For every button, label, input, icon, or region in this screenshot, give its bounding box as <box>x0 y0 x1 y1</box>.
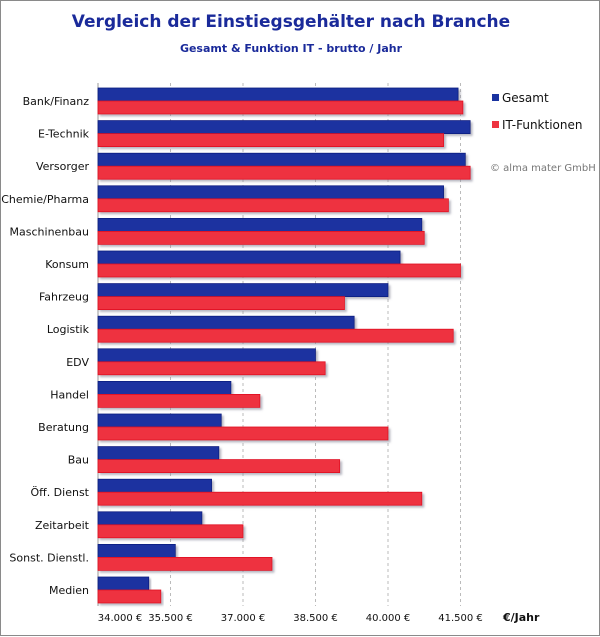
bar-gesamt <box>97 185 444 200</box>
category-label: Versorger <box>36 160 90 173</box>
copyright-note: © alma mater GmbH <box>490 163 596 174</box>
bar-gesamt <box>97 120 471 134</box>
x-tick-label: 34.000 € <box>98 613 143 624</box>
chart-title: Vergleich der Einstiegsgehälter nach Bra… <box>71 12 511 32</box>
legend: Gesamt IT-Funktionen <box>492 91 582 132</box>
category-label: Handel <box>50 388 89 401</box>
legend-label-gesamt: Gesamt <box>502 91 549 105</box>
category-label: Chemie/Pharma <box>1 193 89 206</box>
category-label: Logistik <box>47 323 90 336</box>
category-label: Beratung <box>38 421 89 434</box>
bar-gesamt <box>97 348 316 363</box>
bar-gesamt <box>97 315 355 330</box>
bar-gesamt <box>97 87 459 102</box>
bar-it-funktionen <box>97 198 449 213</box>
bar-gesamt <box>97 413 222 428</box>
x-axis-label: €/Jahr <box>502 611 540 624</box>
bar-it-funktionen <box>97 524 244 539</box>
category-label: Konsum <box>45 258 89 271</box>
bar-it-funktionen <box>97 393 261 408</box>
legend-label-it: IT-Funktionen <box>502 118 582 132</box>
x-tick-label: 38.500 € <box>293 613 338 624</box>
bar-gesamt <box>97 380 232 395</box>
bar-it-funktionen <box>97 589 162 604</box>
bar-it-funktionen <box>97 426 389 441</box>
bar-it-funktionen <box>97 491 423 506</box>
bar-gesamt <box>97 250 401 265</box>
chart-subtitle: Gesamt & Funktion IT - brutto / Jahr <box>179 42 403 55</box>
bar-gesamt <box>97 152 466 167</box>
bar-it-funktionen <box>97 230 425 245</box>
category-label: Maschinenbau <box>10 225 89 238</box>
bar-gesamt <box>97 478 212 493</box>
category-label: EDV <box>66 356 89 369</box>
bar-it-funktionen <box>97 557 273 571</box>
x-tick-label: 37.000 € <box>221 613 266 624</box>
bar-it-funktionen <box>97 165 471 180</box>
category-label: Bank/Finanz <box>23 95 90 108</box>
bar-it-funktionen <box>97 263 461 278</box>
category-label: Fahrzeug <box>39 291 89 304</box>
x-tick-label: 40.000 € <box>366 613 411 624</box>
bar-it-funktionen <box>97 100 464 115</box>
bar-it-funktionen <box>97 133 444 148</box>
category-label: E-Technik <box>38 128 90 141</box>
category-label: Öff. Dienst <box>30 486 89 499</box>
bar-it-funktionen <box>97 328 454 343</box>
bar-gesamt <box>97 511 203 526</box>
category-label: Bau <box>68 454 89 467</box>
bar-gesamt <box>97 544 176 558</box>
legend-swatch-it <box>492 121 499 128</box>
x-tick-label: 35.500 € <box>148 613 193 624</box>
category-label: Zeitarbeit <box>35 519 90 532</box>
bar-gesamt <box>97 446 220 461</box>
x-tick-label: 41.500 € <box>438 613 483 624</box>
category-label: Medien <box>49 584 89 597</box>
bar-gesamt <box>97 576 150 591</box>
bar-it-funktionen <box>97 296 345 311</box>
bar-gesamt <box>97 283 389 298</box>
bar-gesamt <box>97 217 423 232</box>
bar-it-funktionen <box>97 459 341 474</box>
category-label: Sonst. Dienstl. <box>9 551 89 564</box>
bar-it-funktionen <box>97 361 326 376</box>
legend-swatch-gesamt <box>492 94 499 101</box>
